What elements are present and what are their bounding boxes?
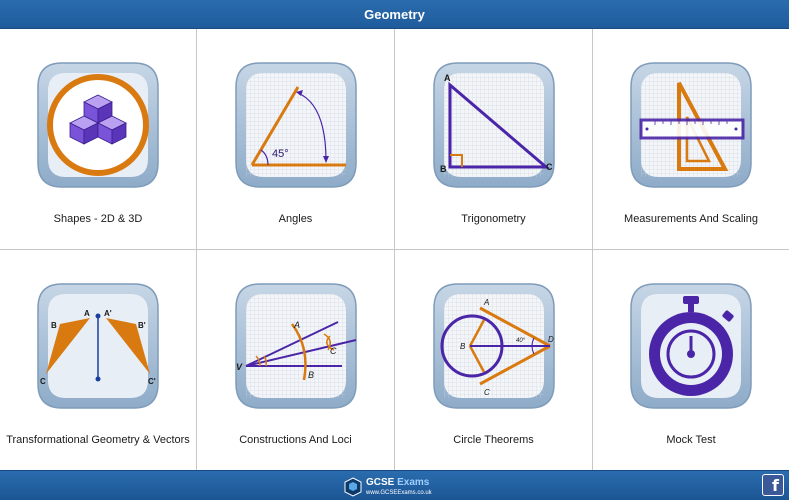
topic-constructions[interactable]: A B C V Constructions And Loci [197, 250, 395, 470]
angle-icon: 45° [230, 57, 362, 193]
topic-measurements[interactable]: Measurements And Scaling [593, 29, 789, 250]
brand-url: www.GCSEExams.co.uk [366, 490, 432, 496]
svg-text:C: C [330, 346, 337, 356]
svg-text:A': A' [104, 309, 112, 318]
right-triangle-icon: A B C [428, 57, 560, 193]
topic-label: Constructions And Loci [239, 434, 352, 446]
svg-text:B': B' [138, 321, 146, 330]
topic-label: Angles [278, 213, 313, 225]
svg-text:B: B [308, 370, 314, 380]
topic-label: Trigonometry [461, 213, 526, 225]
svg-text:A: A [483, 298, 489, 307]
svg-text:C: C [484, 388, 490, 397]
cubes-icon [32, 57, 164, 193]
ruler-set-square-icon [625, 57, 757, 193]
circle-tangents-icon: A B C D 40° [428, 278, 560, 414]
topic-angles[interactable]: 45° Angles [197, 29, 395, 250]
stopwatch-icon [625, 278, 757, 414]
svg-text:A: A [84, 309, 90, 318]
facebook-icon[interactable]: f [762, 474, 784, 496]
svg-text:40°: 40° [516, 338, 526, 344]
brand-name: GCSE Exams [366, 477, 430, 488]
topic-circle-theorems[interactable]: A B C D 40° Circle Theorems [395, 250, 593, 470]
svg-text:C: C [40, 377, 46, 386]
cube-logo-icon [344, 477, 362, 497]
vertex-label: A [444, 73, 451, 83]
topic-shapes[interactable]: Shapes - 2D & 3D [0, 29, 197, 250]
svg-text:B: B [51, 321, 57, 330]
topic-mock-test[interactable]: Mock Test [593, 250, 789, 470]
vertex-label: B [440, 164, 447, 174]
topic-trigonometry[interactable]: A B C Trigonometry [395, 29, 593, 250]
svg-text:C': C' [148, 377, 156, 386]
angle-value: 45° [272, 148, 289, 160]
topic-label: Mock Test [666, 434, 716, 446]
topic-grid: Shapes - 2D & 3D [0, 29, 789, 470]
svg-text:V: V [236, 362, 243, 372]
brand-logo-link[interactable]: GCSE Exams www.GCSEExams.co.uk [344, 475, 432, 499]
svg-text:A: A [293, 320, 300, 330]
title-bar: Geometry [0, 0, 789, 29]
topic-transformations[interactable]: A A' B B' C C' Transformational Geometry… [0, 250, 197, 470]
svg-text:B: B [460, 342, 466, 351]
vertex-label: C [546, 162, 553, 172]
compass-construction-icon: A B C V [230, 278, 362, 414]
topic-label: Measurements And Scaling [624, 213, 758, 225]
page-title: Geometry [364, 6, 425, 22]
footer-bar: GCSE Exams www.GCSEExams.co.uk [0, 470, 789, 500]
topic-label: Shapes - 2D & 3D [53, 213, 143, 225]
topic-label: Circle Theorems [453, 434, 534, 446]
topic-label: Transformational Geometry & Vectors [6, 434, 190, 446]
reflection-icon: A A' B B' C C' [32, 278, 164, 414]
svg-text:D: D [548, 335, 554, 344]
